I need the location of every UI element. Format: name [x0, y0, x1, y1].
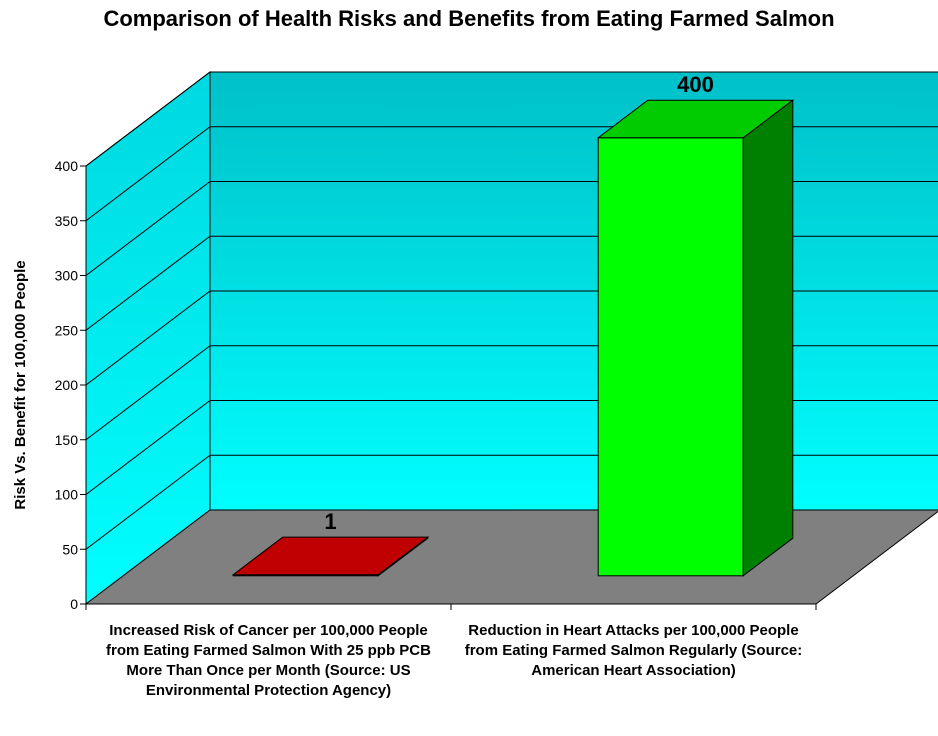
y-tick-label: 350	[55, 213, 79, 229]
y-tick-label: 300	[55, 268, 79, 284]
y-tick-label: 250	[55, 322, 79, 338]
y-axis-label: Risk Vs. Benefit for 100,000 People	[12, 260, 29, 509]
y-tick-label: 150	[55, 432, 79, 448]
x-category-label: Increased Risk of Cancer per 100,000 Peo…	[106, 622, 431, 699]
bar-top	[231, 536, 430, 576]
gridline	[85, 454, 211, 550]
chart-title: Comparison of Health Risks and Benefits …	[103, 6, 835, 31]
gridline	[85, 71, 211, 167]
bar	[597, 137, 744, 577]
gridline	[85, 345, 211, 441]
x-category-label: Reduction in Heart Attacks per 100,000 P…	[464, 622, 803, 679]
gridline	[85, 126, 211, 222]
y-tick-label: 100	[55, 487, 79, 503]
bar-side	[742, 99, 794, 577]
y-tick-label: 200	[55, 377, 79, 393]
bar-top	[596, 99, 795, 139]
data-label: 400	[677, 72, 714, 97]
gridline	[85, 400, 211, 495]
gridline	[85, 235, 211, 331]
y-tick-label: 400	[55, 158, 79, 174]
chart-floor	[84, 509, 938, 605]
gridline	[85, 290, 211, 386]
gridline	[85, 181, 211, 276]
y-tick-label: 0	[70, 596, 78, 612]
data-label: 1	[324, 509, 336, 534]
y-tick-label: 50	[62, 541, 78, 557]
